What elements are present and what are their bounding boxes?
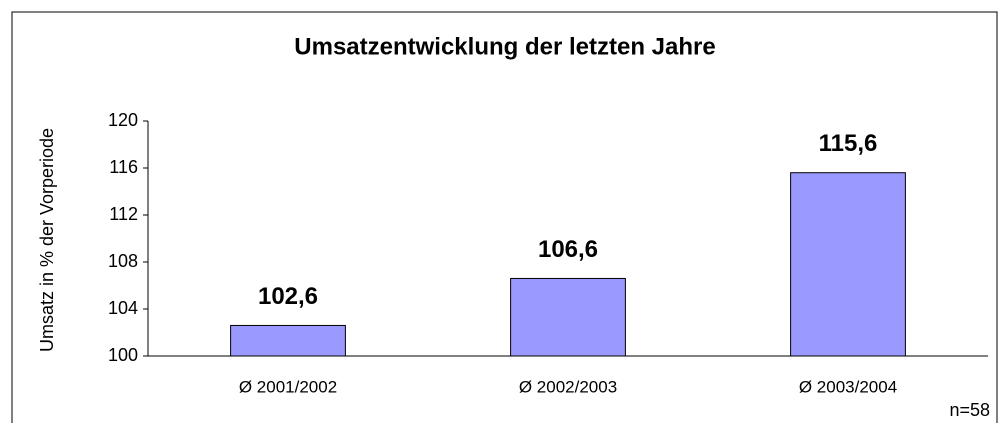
x-tick-label: Ø 2002/2003 [519,377,617,396]
y-axis-label: Umsatz in % der Vorperiode [37,128,57,352]
y-tick-label: 104 [108,298,138,318]
bar [230,324,346,357]
chart-title: Umsatzentwicklung der letzten Jahre [294,33,715,60]
y-tick-label: 112 [109,204,138,224]
y-tick-label: 116 [109,157,138,177]
y-tick-label: 108 [108,251,138,271]
y-tick-label: 120 [108,110,138,130]
annotation: n=58 [949,400,990,420]
y-tick-label: 100 [108,345,138,365]
value-label: 106,6 [538,236,598,263]
chart-border [11,11,998,423]
bar [790,172,906,357]
bar [510,277,626,357]
x-tick-label: Ø 2003/2004 [799,377,897,396]
x-tick-label: Ø 2001/2002 [239,377,337,396]
value-label: 102,6 [258,283,318,310]
value-label: 115,6 [819,130,878,157]
